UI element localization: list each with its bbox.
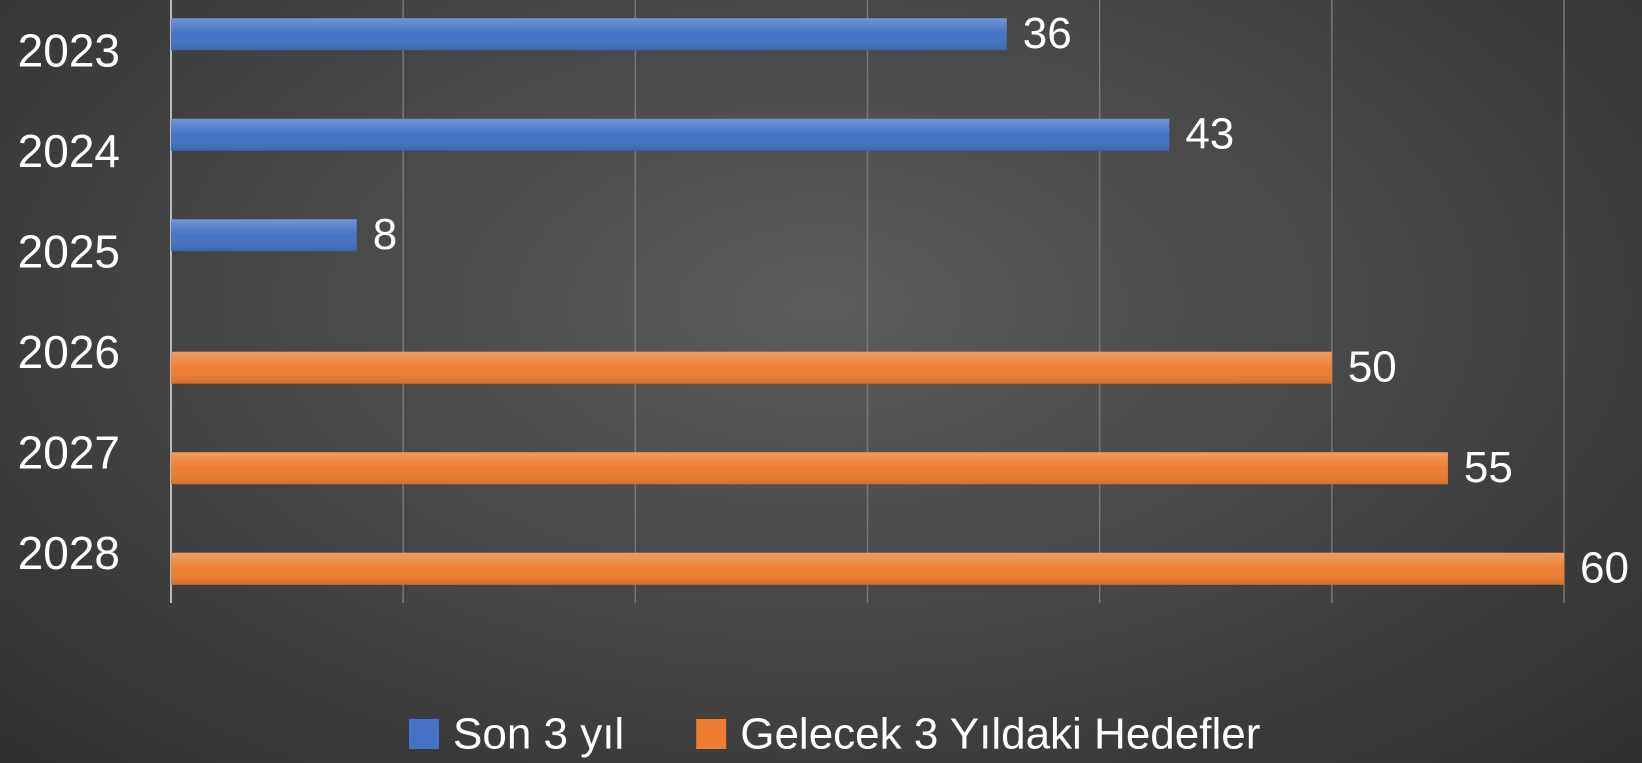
data-label: 60	[1580, 543, 1629, 592]
bar-shine	[171, 552, 1564, 585]
data-label: 50	[1348, 342, 1397, 391]
bar-shine	[171, 219, 357, 252]
data-label: 43	[1185, 109, 1234, 158]
y-tick-label: 2028	[18, 527, 120, 579]
y-tick-label: 2025	[18, 225, 120, 277]
bar-shine	[171, 18, 1007, 51]
y-tick-label: 2026	[18, 326, 120, 378]
y-tick-label: 2024	[18, 125, 120, 177]
legend-label: Son 3 yıl	[453, 710, 624, 759]
bar-shine	[171, 118, 1170, 151]
data-label: 8	[373, 210, 397, 259]
data-label: 36	[1023, 9, 1072, 58]
legend-label: Gelecek 3 Yıldaki Hedefler	[740, 710, 1260, 759]
bar-shine	[171, 452, 1448, 485]
y-tick-label: 2023	[18, 24, 120, 76]
y-tick-label: 2027	[18, 426, 120, 478]
data-label: 55	[1464, 443, 1513, 492]
bar-shine	[171, 351, 1332, 384]
legend-swatch	[409, 719, 439, 749]
legend-swatch	[696, 719, 727, 749]
